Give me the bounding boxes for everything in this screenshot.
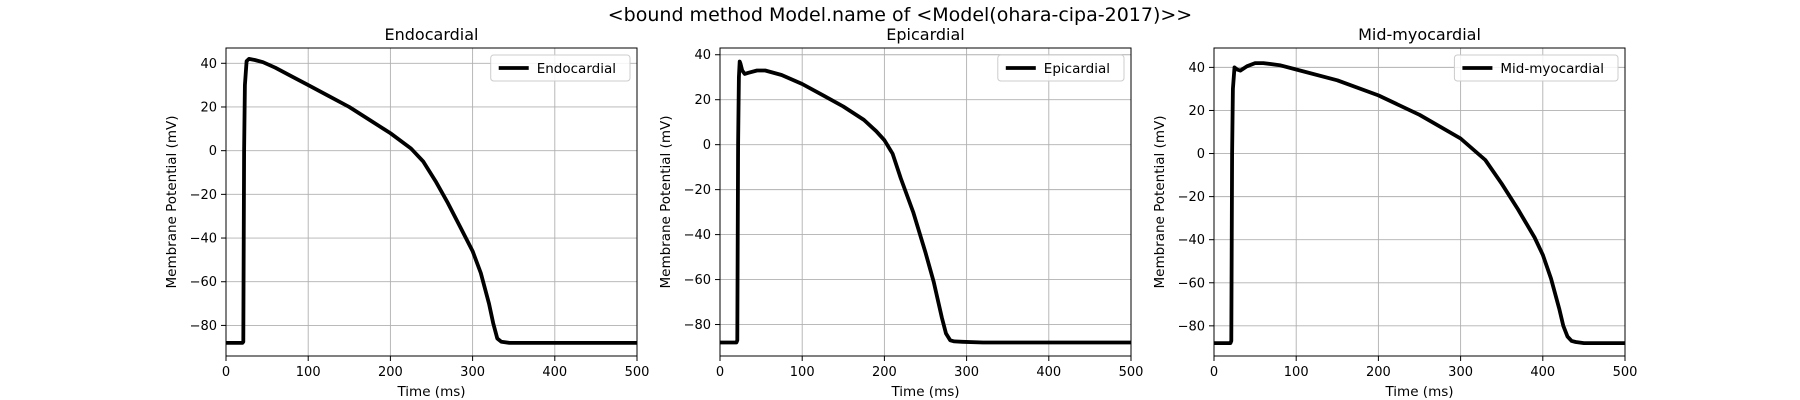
subplot-title: Epicardial bbox=[886, 25, 964, 44]
y-tick-label: 20 bbox=[200, 100, 217, 115]
axes-frame bbox=[1213, 47, 1626, 357]
legend-label: Mid-myocardial bbox=[1500, 61, 1604, 77]
y-tick-label: 0 bbox=[209, 144, 217, 159]
x-axis-label: Time (ms) bbox=[890, 384, 959, 400]
y-axis-label: Membrane Potential (mV) bbox=[164, 115, 180, 288]
x-tick-label: 500 bbox=[1119, 365, 1144, 380]
x-tick-label: 200 bbox=[1366, 365, 1391, 380]
x-tick-label: 500 bbox=[625, 365, 650, 380]
y-tick-label: 0 bbox=[1197, 147, 1205, 162]
y-axis-label: Membrane Potential (mV) bbox=[658, 115, 674, 288]
legend-label: Endocardial bbox=[537, 61, 616, 77]
subplot-mid-myocardial: 0 100 200 300 400 500 −80 −60 −40 −20 0 20 40 Mid-myo… bbox=[1152, 25, 1637, 400]
legend: Mid-myocardial bbox=[1453, 54, 1619, 82]
y-tick-label: 0 bbox=[703, 138, 711, 153]
subplot-title: Endocardial bbox=[385, 25, 479, 44]
legend-box bbox=[997, 54, 1125, 82]
x-tick-label: 100 bbox=[790, 365, 815, 380]
x-tick-label: 300 bbox=[1448, 365, 1473, 380]
subplot-epicardial: 0 100 200 300 400 500 −80 −60 −40 −20 0 20 40 Epicard… bbox=[658, 25, 1143, 400]
subplot-title: Mid-myocardial bbox=[1358, 25, 1481, 44]
y-tick-label: −60 bbox=[190, 275, 217, 290]
y-tick-label: −40 bbox=[1178, 233, 1205, 248]
y-tick-label: −40 bbox=[684, 228, 711, 243]
x-tick-label: 100 bbox=[1284, 365, 1309, 380]
y-tick-label: −80 bbox=[190, 319, 217, 334]
y-tick-label: 40 bbox=[200, 57, 217, 72]
legend-box bbox=[490, 54, 631, 82]
series-line bbox=[720, 59, 1131, 345]
y-axis-label: Membrane Potential (mV) bbox=[1152, 115, 1168, 288]
x-tick-label: 200 bbox=[872, 365, 897, 380]
y-tick-label: 20 bbox=[1188, 104, 1205, 119]
legend: Endocardial bbox=[490, 54, 631, 82]
x-tick-label: 0 bbox=[1210, 365, 1218, 380]
axes-frame bbox=[719, 47, 1132, 357]
x-axis-label: Time (ms) bbox=[396, 384, 465, 400]
legend-box bbox=[1453, 54, 1619, 82]
y-tick-label: −20 bbox=[684, 183, 711, 198]
x-tick-label: 300 bbox=[460, 365, 485, 380]
x-tick-label: 0 bbox=[222, 365, 230, 380]
y-tick-label: −60 bbox=[684, 273, 711, 288]
x-tick-label: 0 bbox=[716, 365, 724, 380]
x-tick-label: 400 bbox=[1530, 365, 1555, 380]
x-tick-label: 100 bbox=[296, 365, 321, 380]
y-tick-label: −20 bbox=[1178, 190, 1205, 205]
legend: Epicardial bbox=[997, 54, 1125, 82]
x-tick-label: 400 bbox=[542, 365, 567, 380]
x-tick-label: 400 bbox=[1036, 365, 1061, 380]
subplot-endocardial: 0 100 200 300 400 500 −80 −60 −40 −20 0 20 40 Endocar… bbox=[164, 25, 649, 400]
x-axis-label: Time (ms) bbox=[1384, 384, 1453, 400]
x-tick-label: 300 bbox=[954, 365, 979, 380]
y-tick-label: −80 bbox=[1178, 319, 1205, 334]
legend-label: Epicardial bbox=[1044, 61, 1110, 77]
y-tick-label: −80 bbox=[684, 318, 711, 333]
y-tick-label: −60 bbox=[1178, 276, 1205, 291]
series-line bbox=[226, 57, 637, 345]
series-line bbox=[1214, 61, 1625, 345]
y-tick-label: 40 bbox=[694, 48, 711, 63]
figure-suptitle: <bound method Model.name of <Model(ohara… bbox=[607, 4, 1193, 26]
y-tick-label: −40 bbox=[190, 232, 217, 247]
y-tick-label: 20 bbox=[694, 93, 711, 108]
x-tick-label: 500 bbox=[1613, 365, 1638, 380]
x-tick-label: 200 bbox=[378, 365, 403, 380]
y-tick-label: −20 bbox=[190, 188, 217, 203]
axes-frame bbox=[225, 47, 638, 357]
y-tick-label: 40 bbox=[1188, 61, 1205, 76]
